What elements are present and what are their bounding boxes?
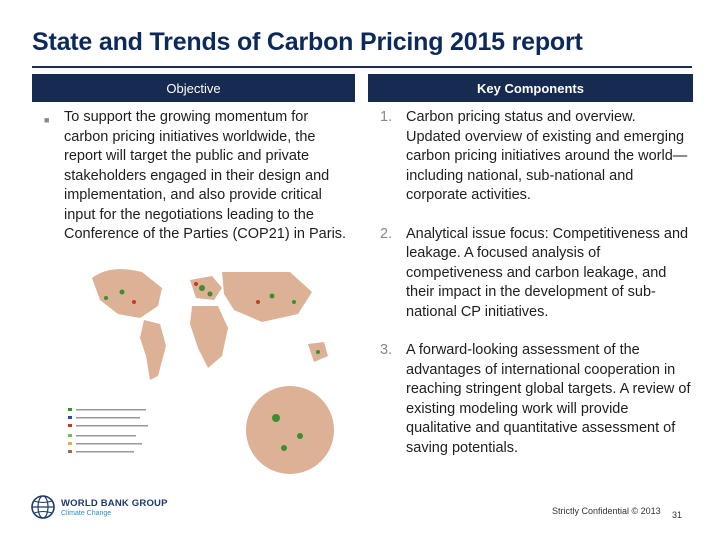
component-text: A forward-looking assessment of the adva… [406,342,691,456]
logo-main-text: WORLD BANK GROUP [61,497,168,509]
globe-icon [31,495,55,519]
world-bank-logo: WORLD BANK GROUP Climate Change [30,494,168,520]
map-legend [68,408,148,453]
map-inset-markers [272,414,303,451]
component-number: 3. [380,342,393,358]
map-markers [104,285,320,354]
components-header: Key Components [368,74,693,102]
carbon-pricing-world-map [68,269,334,474]
component-item: 3. A forward-looking assessment of the a… [380,341,692,458]
component-number: 1. [380,109,393,125]
component-item: 2. Analytical issue focus: Competitivene… [380,225,692,323]
title-rule [32,66,692,68]
map-highlight-markers [132,282,260,304]
map-continents [92,269,328,380]
confidential-note: Strictly Confidential © 2013 [552,506,661,516]
slide-title: State and Trends of Carbon Pricing 2015 … [32,28,583,56]
component-text: Analytical issue focus: Competitiveness … [406,225,689,320]
component-text: Carbon pricing status and overview. Upda… [406,109,688,203]
components-list: 1. Carbon pricing status and overview. U… [380,108,692,477]
square-bullet-icon: ■ [44,115,50,125]
component-number: 2. [380,225,393,242]
objective-text: To support the growing momentum for carb… [64,109,347,242]
objective-section: ■ To support the growing momentum for ca… [44,108,352,245]
objective-header: Objective [32,74,355,102]
page-number: 31 [672,510,683,520]
component-item: 1. Carbon pricing status and overview. U… [380,108,692,206]
logo-sub-text: Climate Change [61,509,112,517]
map-inset-globe [246,386,334,474]
